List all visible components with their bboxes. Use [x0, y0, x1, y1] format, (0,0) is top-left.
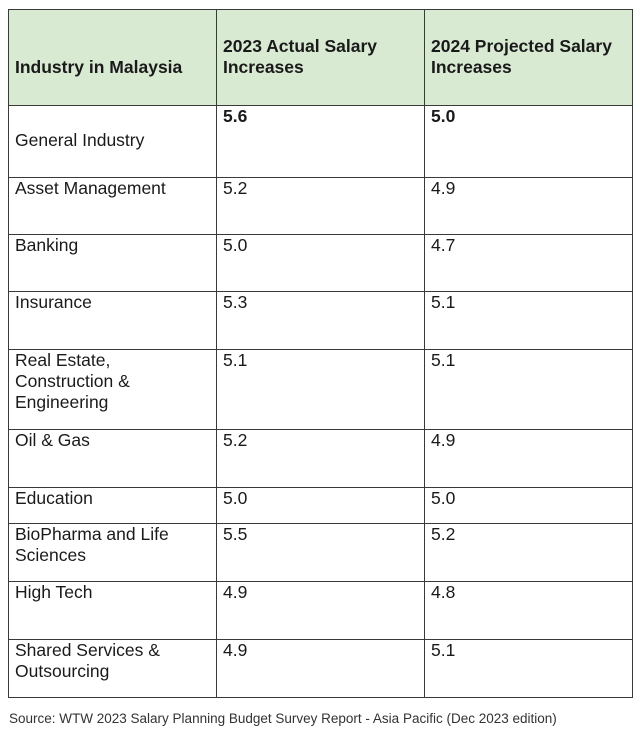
cell-2024-projected: 5.1: [424, 349, 633, 430]
cell-industry: General Industry: [8, 105, 217, 178]
header-2023-actual: 2023 Actual Salary Increases: [216, 9, 425, 106]
cell-industry: High Tech: [8, 581, 217, 640]
table-row: Education 5.0 5.0: [8, 487, 633, 524]
cell-industry: Asset Management: [8, 177, 217, 235]
cell-industry: Insurance: [8, 291, 217, 350]
cell-industry: Banking: [8, 234, 217, 292]
cell-2023-actual: 5.3: [216, 291, 425, 350]
cell-2023-actual: 5.2: [216, 177, 425, 235]
table-row: Banking 5.0 4.7: [8, 234, 633, 292]
cell-industry: Shared Services & Outsourcing: [8, 639, 217, 698]
cell-2024-projected: 5.0: [424, 487, 633, 524]
cell-2024-projected: 4.9: [424, 177, 633, 235]
cell-industry: Real Estate, Construction & Engineering: [8, 349, 217, 430]
cell-2023-actual: 5.0: [216, 234, 425, 292]
cell-2024-projected: 5.0: [424, 105, 633, 178]
cell-2023-actual: 5.6: [216, 105, 425, 178]
cell-2023-actual: 5.0: [216, 487, 425, 524]
table-row: BioPharma and Life Sciences 5.5 5.2: [8, 523, 633, 582]
table-row: Oil & Gas 5.2 4.9: [8, 429, 633, 488]
table-row: High Tech 4.9 4.8: [8, 581, 633, 640]
cell-industry: BioPharma and Life Sciences: [8, 523, 217, 582]
cell-2024-projected: 4.7: [424, 234, 633, 292]
cell-2024-projected: 5.1: [424, 291, 633, 350]
cell-2023-actual: 4.9: [216, 639, 425, 698]
cell-2023-actual: 5.2: [216, 429, 425, 488]
cell-2023-actual: 5.1: [216, 349, 425, 430]
header-row: Industry in Malaysia 2023 Actual Salary …: [8, 9, 633, 106]
table-body: General Industry 5.6 5.0 Asset Management 5.…: [8, 105, 633, 698]
header-2024-projected: 2024 Projected Salary Increases: [424, 9, 633, 106]
cell-2024-projected: 5.2: [424, 523, 633, 582]
source-note: Source: WTW 2023 Salary Planning Budget …: [9, 711, 557, 726]
salary-table: Industry in Malaysia 2023 Actual Salary …: [8, 9, 633, 698]
header-industry: Industry in Malaysia: [8, 9, 217, 106]
cell-industry: Education: [8, 487, 217, 524]
cell-2024-projected: 4.9: [424, 429, 633, 488]
table-row: Insurance 5.3 5.1: [8, 291, 633, 350]
cell-industry: Oil & Gas: [8, 429, 217, 488]
table-row: Shared Services & Outsourcing 4.9 5.1: [8, 639, 633, 698]
cell-2024-projected: 4.8: [424, 581, 633, 640]
cell-2023-actual: 4.9: [216, 581, 425, 640]
table-row: Asset Management 5.2 4.9: [8, 177, 633, 235]
cell-2024-projected: 5.1: [424, 639, 633, 698]
table-row: Real Estate, Construction & Engineering 5…: [8, 349, 633, 430]
cell-2023-actual: 5.5: [216, 523, 425, 582]
table-row: General Industry 5.6 5.0: [8, 105, 633, 178]
